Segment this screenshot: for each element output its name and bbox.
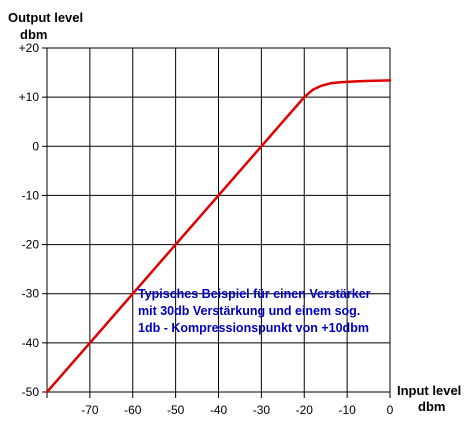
- series-line-0: [45, 79, 392, 394]
- y-axis-title-line1: Output level: [8, 10, 83, 25]
- y-tick-label: -20: [22, 238, 40, 252]
- y-axis-title-line2: dbm: [20, 27, 47, 42]
- x-tick-label: -70: [81, 403, 99, 417]
- x-axis-title-line1: Input level: [397, 383, 461, 398]
- x-tick-label: -10: [338, 403, 356, 417]
- x-tick-label: -20: [296, 403, 314, 417]
- annotation-line-2: mit 30db Verstärkung und einem sog.: [138, 304, 360, 318]
- x-axis-title-line2: dbm: [418, 399, 445, 414]
- y-tick-label: 0: [32, 139, 39, 153]
- y-tick-label: -40: [22, 336, 40, 350]
- y-tick-labels: +20 +10 0 -10 -20 -30 -40 -50: [19, 41, 40, 399]
- x-tick-label: -40: [210, 403, 228, 417]
- x-tick-label: -50: [167, 403, 185, 417]
- tick-marks: [42, 47, 391, 398]
- x-tick-label: -60: [124, 403, 142, 417]
- y-tick-label: -30: [22, 287, 40, 301]
- y-tick-label: -10: [22, 188, 40, 202]
- annotation-line-1: Typisches Beispiel für einen Verstärker: [138, 287, 371, 301]
- grid: [47, 47, 391, 393]
- y-tick-label: +20: [19, 41, 40, 55]
- y-tick-label: -50: [22, 385, 40, 399]
- x-tick-label: 0: [387, 403, 394, 417]
- series: [45, 79, 392, 394]
- y-tick-label: +10: [19, 90, 40, 104]
- annotation-line-3: 1db - Kompressionspunkt von +10dbm: [138, 321, 369, 335]
- x-tick-labels: -70 -60 -50 -40 -30 -20 -10 0: [81, 403, 393, 417]
- x-tick-label: -30: [253, 403, 271, 417]
